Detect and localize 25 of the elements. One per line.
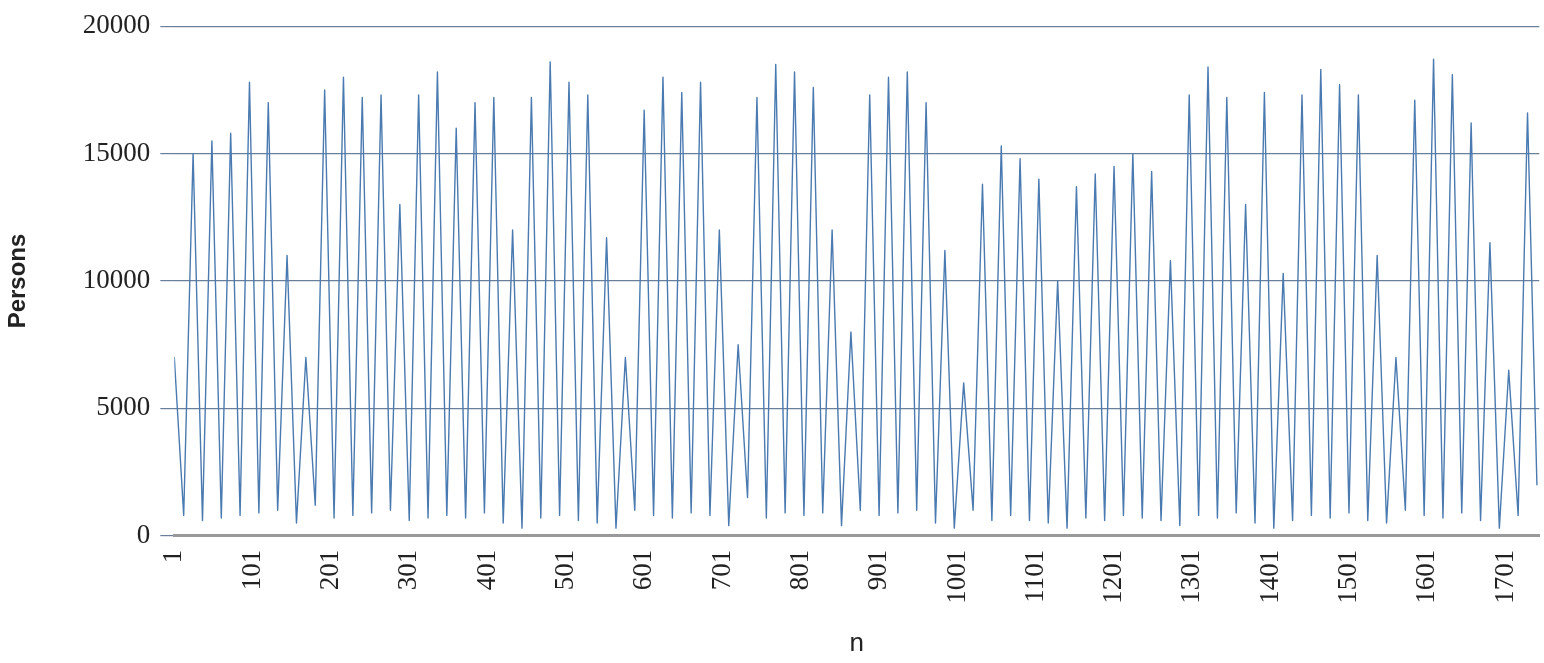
x-tick-label: 1601 [1410,549,1441,604]
x-tick-label: 1201 [1097,549,1128,604]
y-axis-title: Persons [3,233,31,329]
x-tick-label: 301 [392,549,423,591]
x-tick-label: 1501 [1332,549,1363,604]
y-tick-label: 5000 [96,391,151,422]
x-tick-label: 101 [235,549,266,591]
x-tick-label: 201 [314,549,345,591]
x-tick-label: 801 [783,549,814,591]
x-tick-label: 1701 [1488,549,1519,604]
x-tick-label: 1401 [1253,549,1284,604]
y-tick-label: 15000 [82,136,151,167]
x-tick-label: 1 [157,549,188,564]
x-tick-label: 701 [705,549,736,591]
x-tick-label: 1001 [940,549,971,604]
y-tick-label: 10000 [82,264,151,295]
y-tick-label: 0 [136,518,151,549]
x-tick-label: 1301 [1175,549,1206,604]
x-tick-label: 1101 [1018,549,1049,603]
x-tick-label: 901 [862,549,893,591]
x-tick-label: 601 [627,549,658,591]
y-tick-label: 20000 [82,9,151,40]
x-tick-label: 501 [548,549,579,591]
x-axis-title: n [849,626,865,657]
x-tick-label: 401 [470,549,501,591]
